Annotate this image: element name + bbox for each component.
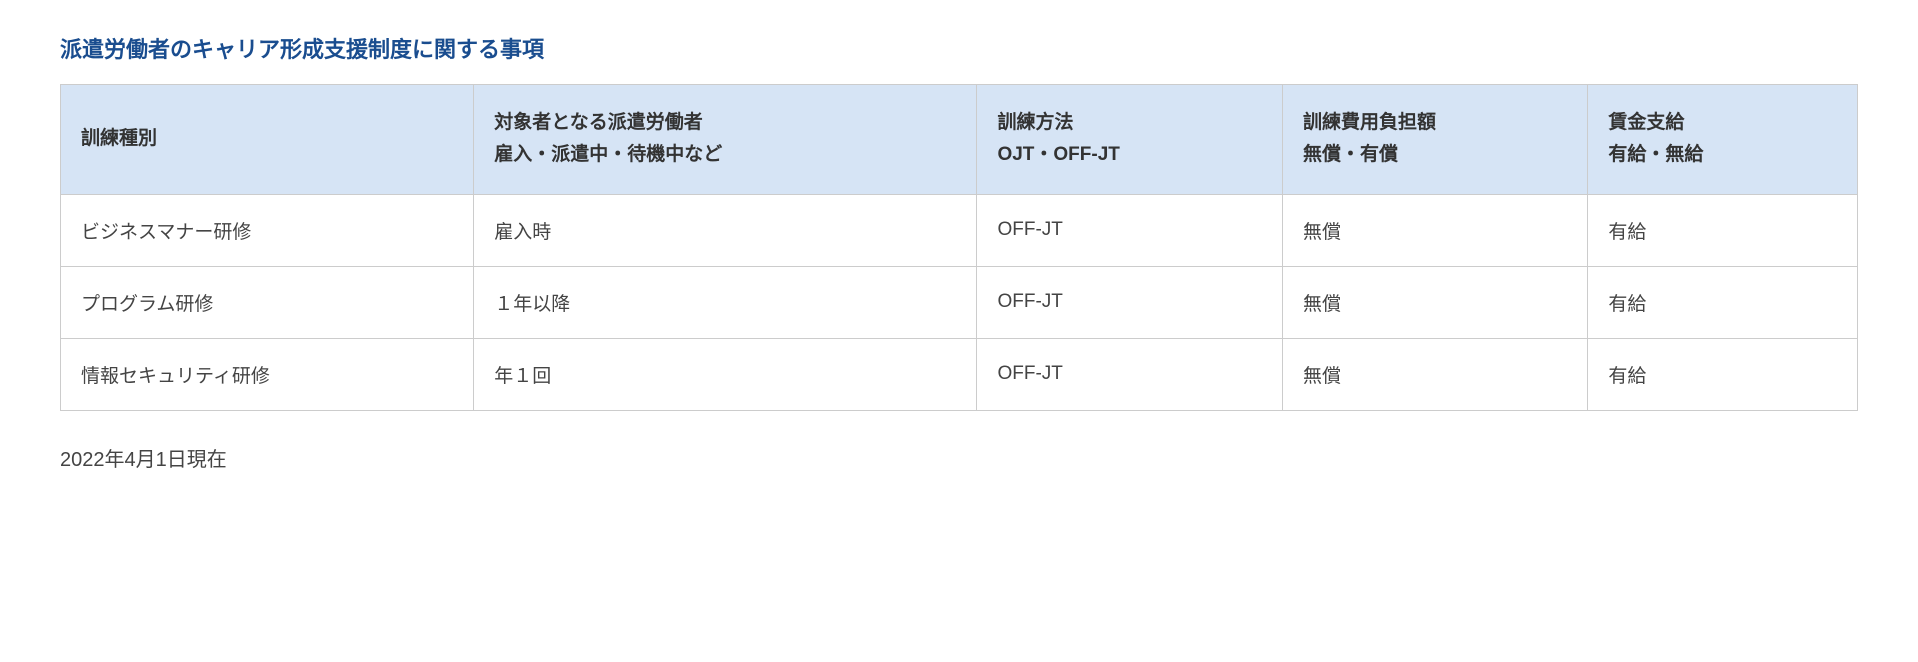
table-cell: 有給 xyxy=(1588,194,1858,266)
table-cell: ビジネスマナー研修 xyxy=(61,194,474,266)
date-note: 2022年4月1日現在 xyxy=(60,443,1858,472)
table-row: 情報セキュリティ研修 年１回 OFF-JT 無償 有給 xyxy=(61,338,1858,410)
table-cell: 無償 xyxy=(1282,266,1587,338)
header-line1: 訓練費用負担額 xyxy=(1303,112,1436,133)
table-header-cell: 賃金支給 有給・無給 xyxy=(1588,85,1858,195)
table-header-row: 訓練種別 対象者となる派遣労働者 雇入・派遣中・待機中など 訓練方法 OJT・O… xyxy=(61,85,1858,195)
section-title: 派遣労働者のキャリア形成支援制度に関する事項 xyxy=(60,32,1858,64)
header-line1: 訓練種別 xyxy=(81,128,157,149)
table-header-cell: 訓練種別 xyxy=(61,85,474,195)
table-cell: OFF-JT xyxy=(977,338,1282,410)
table-cell: 有給 xyxy=(1588,338,1858,410)
header-line2: 無償・有償 xyxy=(1303,144,1398,165)
table-cell: OFF-JT xyxy=(977,194,1282,266)
header-line2: 有給・無給 xyxy=(1608,144,1703,165)
table-cell: １年以降 xyxy=(474,266,977,338)
header-line1: 対象者となる派遣労働者 xyxy=(494,112,702,133)
table-cell: 雇入時 xyxy=(474,194,977,266)
header-line1: 訓練方法 xyxy=(997,112,1073,133)
table-cell: OFF-JT xyxy=(977,266,1282,338)
table-cell: プログラム研修 xyxy=(61,266,474,338)
table-row: プログラム研修 １年以降 OFF-JT 無償 有給 xyxy=(61,266,1858,338)
table-cell: 有給 xyxy=(1588,266,1858,338)
table-header-cell: 対象者となる派遣労働者 雇入・派遣中・待機中など xyxy=(474,85,977,195)
table-header-cell: 訓練方法 OJT・OFF-JT xyxy=(977,85,1282,195)
header-line2: 雇入・派遣中・待機中など xyxy=(494,144,722,165)
training-table: 訓練種別 対象者となる派遣労働者 雇入・派遣中・待機中など 訓練方法 OJT・O… xyxy=(60,84,1858,411)
table-header-cell: 訓練費用負担額 無償・有償 xyxy=(1282,85,1587,195)
table-cell: 情報セキュリティ研修 xyxy=(61,338,474,410)
table-cell: 無償 xyxy=(1282,338,1587,410)
header-line2: OJT・OFF-JT xyxy=(997,144,1119,165)
table-cell: 無償 xyxy=(1282,194,1587,266)
table-row: ビジネスマナー研修 雇入時 OFF-JT 無償 有給 xyxy=(61,194,1858,266)
header-line1: 賃金支給 xyxy=(1608,112,1684,133)
table-cell: 年１回 xyxy=(474,338,977,410)
